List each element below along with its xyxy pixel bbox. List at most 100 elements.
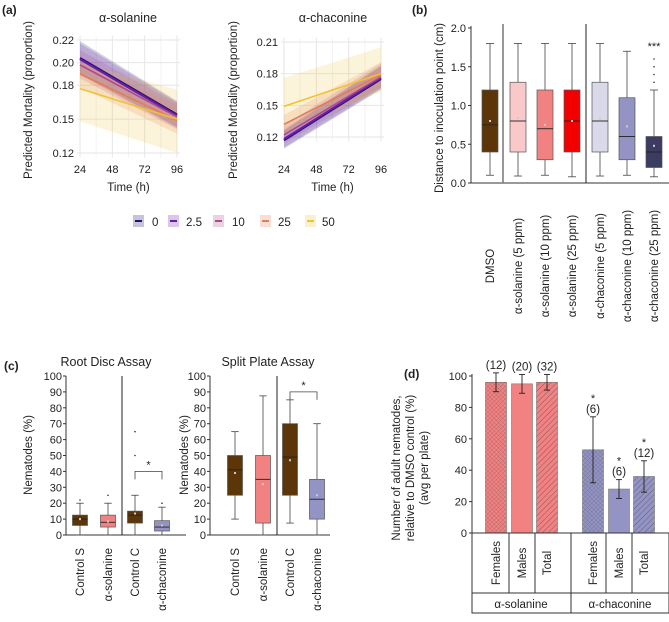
significance-star: * — [617, 456, 622, 468]
x-category-label: Females — [491, 541, 503, 585]
outlier-point — [134, 454, 136, 457]
mean-marker — [653, 144, 655, 147]
x-category-label: α-chaconine (10 ppm) — [622, 210, 634, 322]
subplot-title: Split Plate Assay — [221, 355, 315, 369]
outlier-point — [653, 65, 655, 68]
subplot-title: α-chaconine — [299, 11, 367, 25]
legend-label: 2.5 — [186, 217, 202, 229]
box-5 — [618, 97, 636, 161]
mean-marker — [517, 116, 519, 119]
y-tick-label: 0.20 — [53, 58, 74, 70]
panel-label-b: (b) — [412, 3, 427, 17]
y-tick-label: 80 — [50, 403, 62, 415]
y-tick-label: 10 — [50, 514, 62, 526]
y-tick-label: 20 — [50, 498, 62, 510]
y-tick-label: 0.0 — [451, 178, 466, 190]
bar-hatch — [633, 476, 655, 533]
x-tick-label: 96 — [375, 164, 387, 176]
series-line-10 — [79, 64, 178, 118]
y-tick-label: 0.18 — [53, 80, 74, 92]
subplot-title: Root Disc Assay — [60, 355, 152, 369]
y-tick-label: 0.15 — [257, 100, 278, 112]
mean-marker — [626, 125, 628, 128]
x-category-label: DMSO — [485, 249, 497, 284]
sample-size-label: (32) — [537, 361, 558, 373]
box-4 — [591, 81, 609, 153]
y-tick-label: 100 — [188, 371, 206, 383]
y-axis-label: (avg per plate) — [419, 431, 431, 505]
mean-marker — [316, 494, 318, 497]
mean-marker — [544, 123, 546, 126]
mean-marker — [234, 471, 236, 474]
series-line-50 — [283, 72, 382, 108]
y-tick-label: 0.22 — [53, 35, 74, 47]
significance-star: * — [301, 380, 306, 392]
y-tick-label: 0.21 — [257, 37, 278, 49]
y-axis-label: Nematodes (%) — [179, 415, 191, 495]
x-category-label: α-solanine — [103, 548, 115, 601]
sample-size-label: (12) — [634, 448, 655, 460]
significance-bracket — [134, 470, 163, 480]
subplot-title: α-solanine — [99, 11, 157, 25]
y-tick-label: 80 — [455, 402, 467, 414]
sample-size-label: (6) — [612, 467, 626, 479]
y-tick-label: 70 — [50, 419, 62, 431]
mean-marker — [134, 512, 136, 515]
group-label: α-solanine — [494, 599, 547, 611]
outlier-point — [653, 58, 655, 60]
y-tick-label: 60 — [194, 435, 206, 447]
significance-star: * — [642, 437, 647, 449]
y-tick-label: 50 — [194, 451, 206, 463]
significance-bracket — [289, 391, 318, 400]
y-tick-label: 40 — [50, 466, 62, 478]
x-tick-label: 96 — [171, 164, 183, 176]
y-tick-label: 60 — [455, 434, 467, 446]
x-axis-label: Time (h) — [311, 182, 354, 194]
series-line-10 — [283, 76, 382, 136]
outlier-point — [653, 81, 655, 84]
x-axis-label: Time (h) — [107, 182, 150, 194]
y-tick-label: 1.0 — [451, 101, 466, 113]
x-tick-label: 72 — [343, 164, 355, 176]
significance-star: * — [146, 459, 151, 471]
y-tick-label: 60 — [50, 435, 62, 447]
y-tick-label: 40 — [455, 465, 467, 477]
series-line-50 — [79, 87, 178, 120]
series-line-25 — [79, 73, 178, 121]
mean-marker — [489, 120, 491, 122]
group-label: α-chaconine — [589, 599, 652, 611]
y-tick-label: 2.0 — [451, 23, 466, 35]
y-tick-label: 0.15 — [53, 114, 74, 126]
series-line-2.5 — [79, 58, 178, 117]
y-tick-label: 10 — [194, 514, 206, 526]
x-tick-label: 48 — [310, 164, 322, 176]
sample-size-label: (6) — [586, 404, 600, 416]
bar-1 — [511, 383, 533, 534]
significance-star: * — [591, 393, 596, 405]
y-tick-label: 20 — [194, 498, 206, 510]
y-axis-label: Predicted Mortality (proportion) — [228, 21, 240, 179]
mean-marker — [599, 117, 601, 120]
sample-size-label: (12) — [486, 360, 507, 372]
outlier-point — [79, 499, 81, 501]
outlier-point — [161, 502, 163, 505]
y-tick-label: 70 — [194, 419, 206, 431]
x-category-label: α-solanine — [258, 548, 270, 601]
series-line-2.5 — [283, 76, 382, 141]
outlier-point — [653, 73, 655, 76]
bar-hatch — [485, 382, 507, 533]
confidence-band-0 — [80, 41, 177, 128]
legend-label: 25 — [278, 217, 291, 229]
box-0 — [72, 514, 88, 526]
x-category-label: Total — [542, 551, 554, 575]
x-category-label: Males — [517, 547, 529, 578]
x-tick-label: 24 — [74, 164, 86, 176]
y-tick-label: 0.5 — [451, 139, 466, 151]
y-tick-label: 50 — [50, 451, 62, 463]
y-tick-label: 90 — [194, 387, 206, 399]
y-tick-label: 30 — [50, 482, 62, 494]
box-1 — [255, 455, 271, 524]
significance-stars: *** — [648, 41, 662, 53]
x-category-label: α-solanine (25 ppm) — [567, 215, 579, 318]
